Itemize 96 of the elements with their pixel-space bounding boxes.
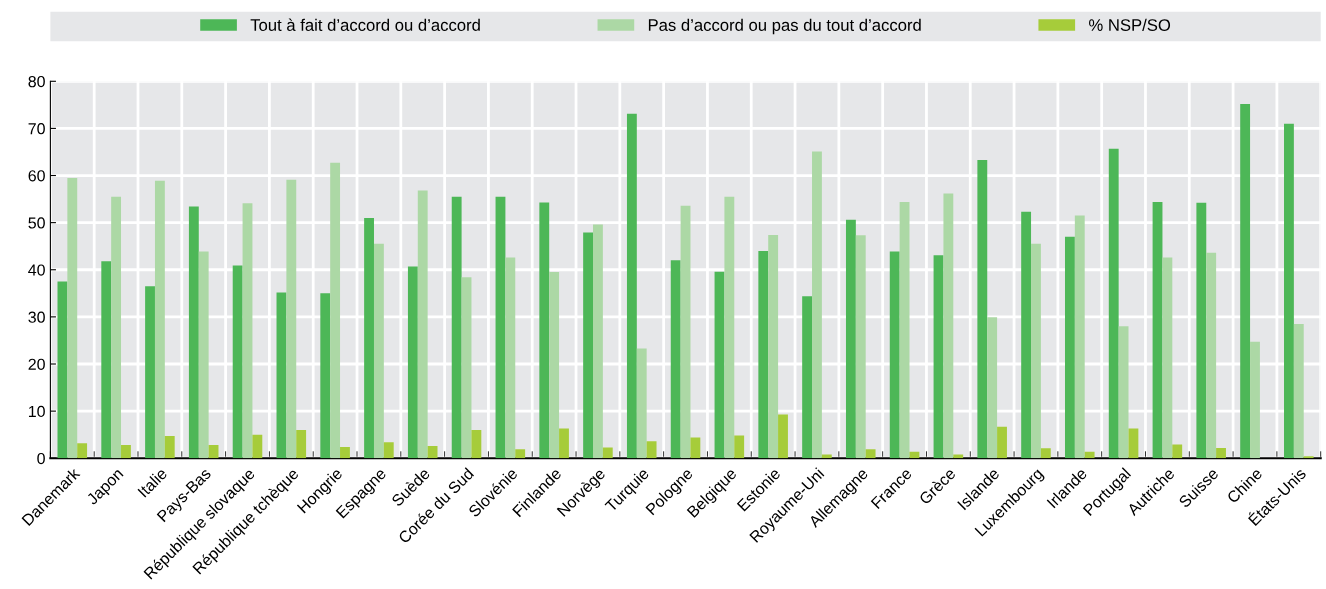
bar: [1250, 341, 1260, 459]
bar: [997, 426, 1007, 459]
bar: [583, 232, 594, 459]
y-tick-label: 30: [28, 311, 45, 323]
bar: [812, 151, 822, 459]
bar: [320, 293, 331, 459]
bar: [802, 296, 813, 459]
bar: [101, 261, 112, 459]
bar: [461, 277, 472, 459]
bar: [188, 206, 199, 459]
bar: [987, 317, 998, 459]
bar: [407, 266, 418, 459]
bar: [77, 443, 88, 459]
bar: [198, 251, 209, 459]
bar: [889, 251, 900, 459]
bar: [364, 217, 374, 459]
bar: [690, 437, 701, 459]
bar: [232, 265, 243, 459]
bar: [724, 196, 735, 459]
bar: [154, 180, 165, 459]
bar: [67, 177, 78, 459]
bar: [1206, 252, 1217, 459]
y-tick-label: 50: [28, 217, 45, 229]
bar: [559, 428, 569, 459]
bar: [495, 196, 506, 459]
bar: [1216, 447, 1226, 459]
y-tick-label: 70: [28, 123, 45, 135]
bar: [933, 255, 944, 459]
bar: [145, 286, 155, 459]
bar: [340, 446, 350, 459]
bar: [636, 348, 647, 459]
bar: [1118, 326, 1129, 459]
bar: [330, 162, 341, 459]
legend-label: Tout à fait d’accord ou d’accord: [250, 18, 480, 31]
bar: [1074, 215, 1085, 459]
y-tick-label: 10: [28, 405, 45, 418]
bar: [208, 445, 219, 459]
bar: [1162, 257, 1173, 459]
bar: [549, 272, 560, 459]
bar: [383, 442, 394, 459]
legend-label: % NSP/SO: [1089, 18, 1171, 31]
y-tick-label: 0: [37, 452, 45, 465]
bar: [768, 234, 779, 459]
bar: [57, 281, 68, 459]
y-tick-label: 80: [28, 75, 45, 88]
bar: [593, 224, 603, 459]
bar: [680, 205, 691, 459]
bar: [1040, 448, 1051, 459]
bar: [943, 193, 954, 459]
bar: [471, 429, 482, 459]
bar: [602, 447, 613, 459]
bar: [909, 451, 920, 459]
bar: [714, 271, 725, 459]
bar: [373, 243, 384, 459]
bar: [977, 159, 988, 459]
bar: [670, 260, 681, 459]
bar: [1196, 202, 1207, 459]
y-tick-label: 20: [28, 358, 45, 370]
bar: [646, 441, 657, 459]
bar: [1084, 451, 1095, 459]
bar: [515, 449, 526, 459]
bar: [164, 436, 175, 459]
bar: [539, 202, 550, 459]
bar: [505, 257, 516, 459]
bar: [1240, 103, 1251, 459]
bar: [845, 219, 856, 459]
bar: [865, 449, 876, 459]
bar: [855, 235, 866, 459]
legend-label: Pas d’accord ou pas du tout d’accord: [648, 18, 921, 35]
bar: [1293, 323, 1304, 459]
bar: [899, 201, 910, 459]
bar: [1284, 123, 1294, 459]
bar: [734, 435, 745, 459]
bar: [252, 434, 263, 459]
bar: [778, 414, 788, 459]
y-tick-label: 60: [28, 170, 45, 182]
bar: [111, 196, 122, 459]
bar: [626, 113, 637, 459]
bar: [451, 196, 462, 459]
bar: [242, 203, 253, 459]
bar: [1031, 243, 1041, 459]
bar: [296, 429, 307, 459]
bar: [121, 445, 131, 459]
bar: [1108, 148, 1119, 459]
bar: [821, 454, 832, 459]
bar: [276, 292, 287, 459]
bar: [1064, 236, 1075, 459]
bar: [1021, 211, 1032, 459]
bar: [758, 250, 769, 459]
y-tick-label: 40: [28, 264, 45, 276]
bar: [1172, 444, 1183, 459]
bar: [1152, 201, 1163, 459]
bar: [417, 190, 428, 459]
bar: [953, 454, 964, 459]
bar: [427, 445, 438, 459]
bar: [286, 179, 297, 459]
